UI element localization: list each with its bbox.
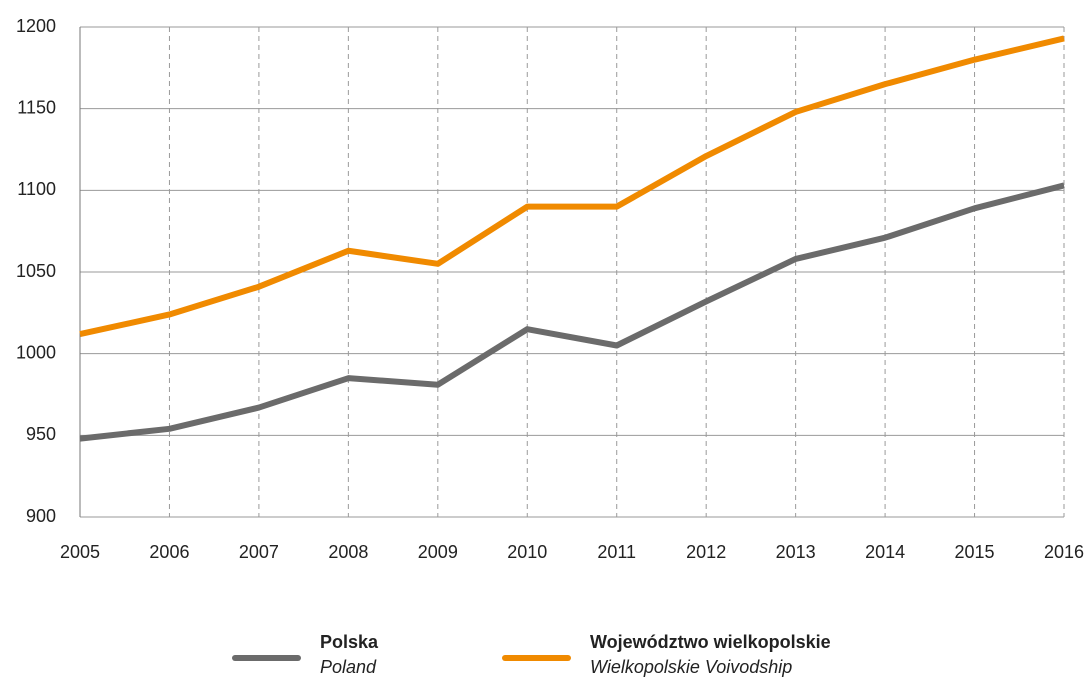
legend-label: Polska bbox=[320, 632, 379, 652]
y-tick-label: 900 bbox=[26, 506, 56, 526]
y-tick-label: 950 bbox=[26, 424, 56, 444]
legend-label: Województwo wielkopolskie bbox=[590, 632, 831, 652]
x-tick-label: 2013 bbox=[776, 542, 816, 562]
legend-label-translation: Poland bbox=[320, 657, 377, 677]
x-tick-label: 2012 bbox=[686, 542, 726, 562]
y-tick-label: 1100 bbox=[17, 179, 56, 199]
x-tick-label: 2014 bbox=[865, 542, 905, 562]
x-tick-label: 2005 bbox=[60, 542, 100, 562]
y-tick-label: 1050 bbox=[16, 261, 56, 281]
series-line bbox=[79, 35, 1065, 337]
y-tick-label: 1200 bbox=[16, 16, 56, 36]
y-tick-label: 1150 bbox=[17, 97, 56, 117]
x-tick-label: 2009 bbox=[418, 542, 458, 562]
series-line bbox=[79, 182, 1065, 442]
x-tick-label: 2006 bbox=[149, 542, 189, 562]
x-tick-label: 2007 bbox=[239, 542, 279, 562]
x-tick-label: 2008 bbox=[328, 542, 368, 562]
legend-label-translation: Wielkopolskie Voivodship bbox=[590, 657, 792, 677]
x-tick-label: 2010 bbox=[507, 542, 547, 562]
y-tick-label: 1000 bbox=[16, 342, 56, 362]
x-tick-label: 2015 bbox=[955, 542, 995, 562]
x-tick-label: 2011 bbox=[597, 542, 636, 562]
x-tick-label: 2016 bbox=[1044, 542, 1084, 562]
